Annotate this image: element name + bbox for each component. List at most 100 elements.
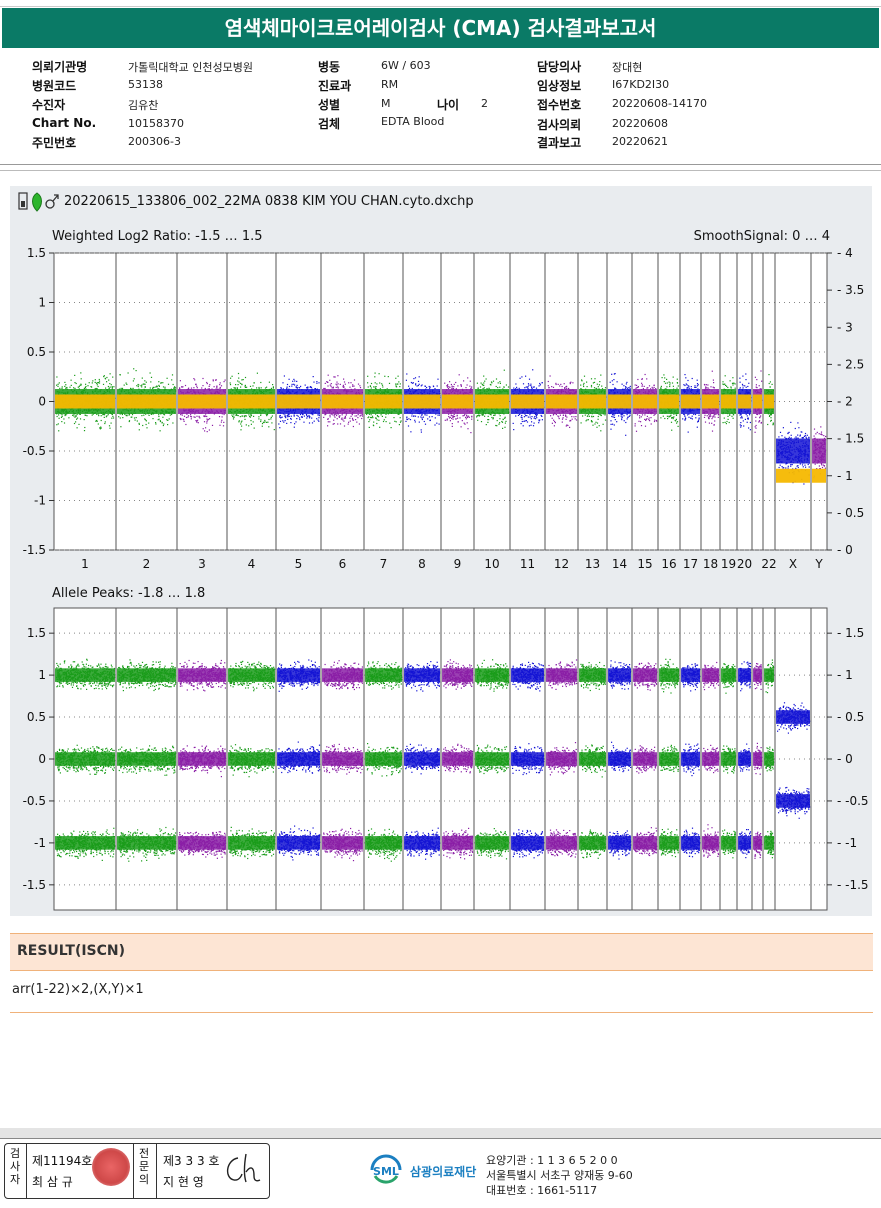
data-point xyxy=(294,408,296,410)
data-point xyxy=(204,415,206,418)
data-point xyxy=(500,392,502,394)
data-point xyxy=(344,409,346,411)
data-point xyxy=(261,392,263,394)
data-point xyxy=(101,412,103,414)
data-point xyxy=(553,392,555,394)
data-point xyxy=(137,386,139,388)
data-point xyxy=(586,419,588,421)
chromosome-1 xyxy=(55,372,116,432)
data-point xyxy=(449,381,451,383)
data-point xyxy=(381,383,383,385)
data-point xyxy=(197,419,199,421)
data-point xyxy=(111,413,113,416)
data-point xyxy=(56,391,58,393)
data-point xyxy=(383,419,385,421)
data-point xyxy=(286,422,288,424)
data-point xyxy=(328,391,330,394)
data-point xyxy=(491,408,493,410)
data-point xyxy=(237,384,239,386)
data-point xyxy=(482,413,484,415)
data-point xyxy=(482,412,484,414)
data-point xyxy=(251,408,253,410)
data-point xyxy=(451,386,453,388)
data-point xyxy=(312,411,314,413)
data-point xyxy=(596,412,598,414)
data-point xyxy=(533,412,536,415)
data-point xyxy=(142,424,144,427)
data-point xyxy=(349,417,351,419)
data-point xyxy=(157,388,159,390)
data-point xyxy=(329,416,331,418)
data-point xyxy=(241,379,243,381)
data-point xyxy=(450,412,452,415)
data-point xyxy=(131,388,133,390)
data-point xyxy=(456,414,458,416)
data-point xyxy=(486,393,488,395)
data-point xyxy=(134,391,136,393)
data-point xyxy=(291,385,293,387)
data-point xyxy=(525,391,527,393)
data-point xyxy=(158,390,160,392)
data-point xyxy=(448,393,450,395)
value-resident-no: 200306-3 xyxy=(128,135,181,148)
data-point xyxy=(521,376,523,378)
data-point xyxy=(258,387,260,390)
data-point xyxy=(296,418,298,420)
smooth-signal-band xyxy=(117,394,176,409)
data-point xyxy=(451,388,453,390)
data-point xyxy=(399,386,401,388)
data-point xyxy=(197,422,199,424)
data-point xyxy=(252,410,254,412)
data-point xyxy=(352,419,355,421)
data-point xyxy=(436,393,438,396)
data-point xyxy=(293,415,295,417)
data-point xyxy=(86,412,88,414)
data-point xyxy=(586,391,588,393)
data-point xyxy=(528,389,530,391)
data-point xyxy=(292,410,294,412)
data-point xyxy=(446,410,448,412)
data-point xyxy=(328,408,330,410)
data-point xyxy=(526,411,528,413)
data-point xyxy=(238,377,240,379)
data-point xyxy=(499,382,501,384)
data-point xyxy=(147,413,149,415)
data-point xyxy=(373,386,375,388)
data-point xyxy=(317,390,320,393)
data-point xyxy=(399,411,401,414)
data-point xyxy=(102,393,104,395)
data-point xyxy=(469,389,471,391)
x-tick-label: 7 xyxy=(380,557,388,571)
data-point xyxy=(494,412,496,414)
data-point xyxy=(420,431,422,433)
data-point xyxy=(97,382,99,384)
data-point xyxy=(399,410,401,412)
data-point xyxy=(209,410,211,413)
data-point xyxy=(111,387,113,389)
data-point xyxy=(573,392,575,394)
data-point xyxy=(421,390,423,392)
data-point xyxy=(457,390,459,392)
data-point xyxy=(351,413,353,415)
x-tick-label: 3 xyxy=(198,557,206,571)
data-point xyxy=(145,413,147,415)
data-point xyxy=(140,385,142,387)
data-point xyxy=(421,414,423,416)
data-point xyxy=(327,418,329,420)
data-point xyxy=(347,423,349,425)
data-point xyxy=(280,412,282,414)
data-point xyxy=(350,388,352,390)
data-point xyxy=(398,392,400,394)
data-point xyxy=(488,388,490,390)
data-point xyxy=(164,388,166,390)
value-hospital-code: 53138 xyxy=(128,78,163,91)
data-point xyxy=(570,419,572,422)
data-point xyxy=(420,393,423,395)
data-point xyxy=(231,375,233,377)
data-point xyxy=(484,408,486,410)
data-point xyxy=(572,409,574,411)
data-point xyxy=(486,408,488,410)
data-point xyxy=(87,392,89,394)
data-point xyxy=(192,408,195,410)
data-point xyxy=(397,391,399,393)
